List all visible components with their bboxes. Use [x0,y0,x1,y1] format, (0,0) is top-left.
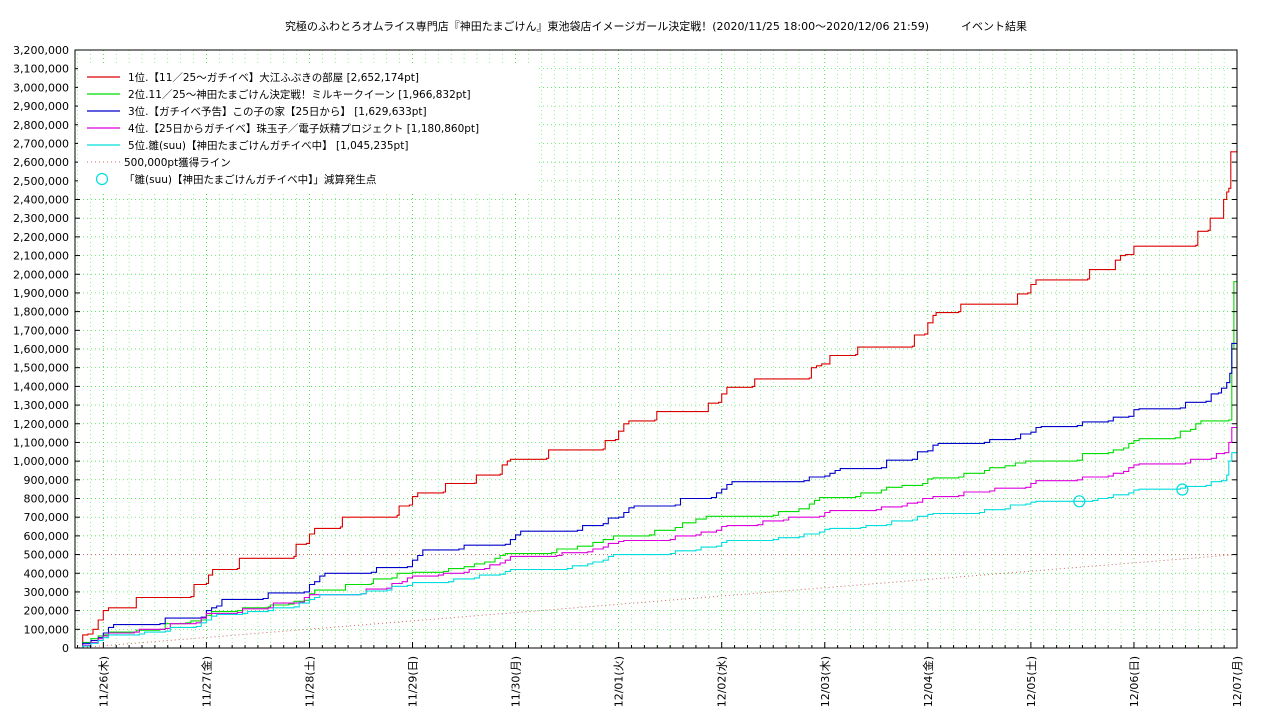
y-tick-label: 1,700,000 [13,324,69,337]
y-tick-label: 2,300,000 [13,212,69,225]
series-line-4 [75,426,1238,649]
series-layer [75,151,1238,649]
y-tick-label: 2,200,000 [13,231,69,244]
legend-label-marker: 「雛(suu)【神田たまごけんガチイベ中】」減算発生点 [124,173,376,186]
x-tick-label: 11/26(木) [97,656,110,707]
x-tick-label: 12/03(木) [819,656,832,707]
legend-label-4: 4位.【25日からガチイベ】珠玉子／電子妖精プロジェクト [1,180,860p… [128,122,479,135]
y-tick-label: 1,300,000 [13,399,69,412]
legend-label-5: 5位.雛(suu)【神田たまごけんガチイベ中】 [1,045,235pt] [128,139,408,152]
x-tick-label: 12/07(月) [1231,656,1244,707]
y-tick-label: 2,000,000 [13,268,69,281]
y-tick-label: 2,700,000 [13,137,69,150]
series-line-2 [75,280,1238,649]
y-tick-label: 2,900,000 [13,100,69,113]
y-tick-label: 2,600,000 [13,156,69,169]
legend-label-2: 2位.11／25〜神田たまごけん決定戦！ミルキークイーン [1,966,832p… [128,88,471,101]
y-tick-label: 400,000 [24,567,70,580]
grid [75,50,1237,648]
legend-swatch-marker [95,172,109,186]
x-tick-label: 11/28(土) [303,656,316,707]
y-tick-label: 0 [62,642,69,655]
y-tick-label: 3,000,000 [13,81,69,94]
decrement-marker [1073,495,1086,508]
chart-title-main: 究極のふわとろオムライス専門店『神田たまごけん』東池袋店イメージガール決定戦！(… [285,19,929,33]
y-tick-label: 1,800,000 [13,306,69,319]
y-tick-label: 1,900,000 [13,287,69,300]
x-tick-label: 12/05(土) [1025,656,1038,707]
y-tick-label: 100,000 [24,623,70,636]
chart-subtitle: イベント結果 [961,19,1027,33]
y-tick-label: 1,100,000 [13,436,69,449]
legend-label-3: 3位.【ガチイベ予告】この子の家【25日から】 [1,629,633pt] [128,105,427,118]
y-tick-label: 300,000 [24,586,70,599]
legend-label-1: 1位.【11／25〜ガチイベ】大江ふぶきの部屋 [2,652,174pt] [128,71,419,84]
axes: 0 100,000 200,000 300,000 400,000 500,000 600,… [13,44,1244,707]
x-tick-label: 12/01(火) [613,656,626,707]
x-tick-label: 11/27(金) [199,656,213,707]
chart-title: 究極のふわとろオムライス専門店『神田たまごけん』東池袋店イメージガール決定戦！(… [285,19,1027,33]
y-tick-label: 200,000 [24,605,70,618]
y-tick-label: 800,000 [24,493,70,506]
reference-lines [74,554,1238,649]
legend: 1位.【11／25〜ガチイベ】大江ふぶきの部屋 [2,652,174pt] 2位.… [78,63,538,193]
y-tick-label: 1,400,000 [13,380,69,393]
y-tick-label: 1,200,000 [13,418,69,431]
x-tick-label: 12/06(日) [1128,656,1141,707]
y-tick-label: 500,000 [24,549,70,562]
series-line-1 [75,151,1238,649]
y-tick-label: 2,500,000 [13,175,69,188]
y-tick-label: 2,100,000 [13,250,69,263]
y-tick-label: 600,000 [24,530,70,543]
reference-line-500k-diagonal [74,554,1238,649]
x-tick-label: 11/29(日) [407,656,420,707]
marker-layer [1073,483,1189,508]
x-tick-label: 12/02(水) [716,656,729,707]
y-tick-label: 900,000 [24,474,70,487]
series-line-5 [75,452,1237,649]
y-tick-label: 1,500,000 [13,362,69,375]
y-tick-label: 3,200,000 [13,44,69,57]
x-tick-label: 11/30(月) [510,656,523,707]
y-tick-label: 700,000 [24,511,70,524]
y-tick-label: 3,100,000 [13,63,69,76]
y-tick-label: 1,000,000 [13,455,69,468]
y-tick-label: 2,800,000 [13,119,69,132]
decrement-marker [1176,483,1189,496]
legend-background [78,63,538,193]
x-tick-label: 12/04(金) [921,656,935,707]
legend-label-reference: 500,000pt獲得ライン [124,156,231,169]
series-line-3 [75,342,1238,649]
y-tick-label: 1,600,000 [13,343,69,356]
y-tick-label: 2,400,000 [13,194,69,207]
